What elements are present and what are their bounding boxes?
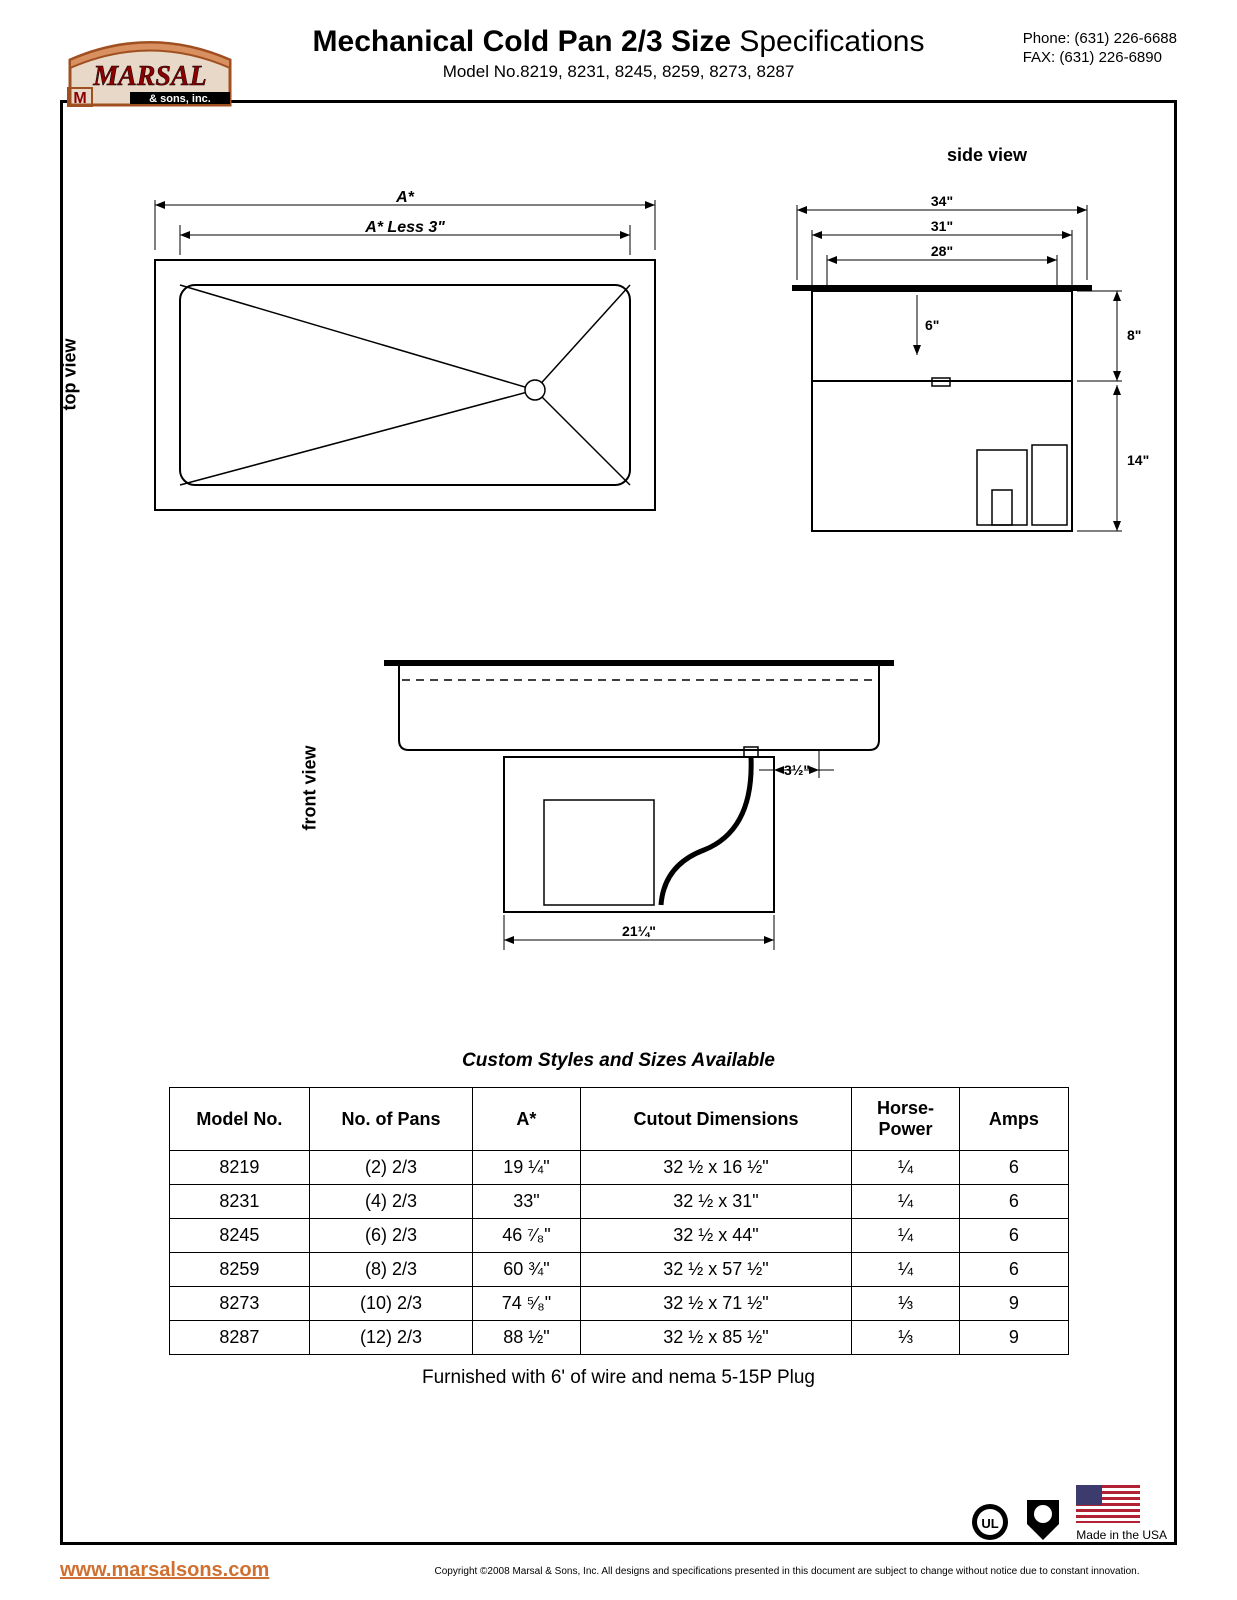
table-cell: 46 ⁷⁄₈" xyxy=(472,1219,580,1253)
made-usa: Made in the USA xyxy=(1076,1485,1167,1542)
dim-8: 8" xyxy=(1127,327,1141,343)
table-cell: 8231 xyxy=(169,1185,310,1219)
table-cell: 9 xyxy=(960,1287,1068,1321)
svg-text:& sons, inc.: & sons, inc. xyxy=(149,93,211,105)
table-row: 8231(4) 2/333"32 ½ x 31"¼6 xyxy=(169,1185,1068,1219)
table-cell: 9 xyxy=(960,1321,1068,1355)
table-cell: 88 ½" xyxy=(472,1321,580,1355)
table-cell: 8259 xyxy=(169,1253,310,1287)
table-cell: ¼ xyxy=(851,1185,959,1219)
table-row: 8273(10) 2/374 ⁵⁄₈"32 ½ x 71 ½"⅓9 xyxy=(169,1287,1068,1321)
dim-14: 14" xyxy=(1127,452,1149,468)
usa-flag-icon xyxy=(1076,1485,1140,1523)
side-view-label: side view xyxy=(947,145,1027,166)
footer: www.marsalsons.com UL Made in the U xyxy=(60,1559,1177,1582)
contact-info: Phone: (631) 226-6688 FAX: (631) 226-689… xyxy=(1023,30,1177,68)
table-note: Furnished with 6' of wire and nema 5-15P… xyxy=(90,1367,1147,1389)
copyright: Copyright ©2008 Marsal & Sons, Inc. All … xyxy=(397,1566,1177,1577)
table-cell: (4) 2/3 xyxy=(310,1185,472,1219)
table-caption: Custom Styles and Sizes Available xyxy=(90,1050,1147,1072)
table-cell: 6 xyxy=(960,1151,1068,1185)
spec-sheet-page: MARSAL & sons, inc. M Mechanical Cold Pa… xyxy=(0,0,1237,1600)
fax: FAX: (631) 226-6890 xyxy=(1023,49,1177,66)
content-area: top view side view A* A* Less 3" xyxy=(60,110,1177,1409)
col-hp: Horse-Power xyxy=(851,1088,959,1151)
table-cell: 32 ½ x 85 ½" xyxy=(581,1321,852,1355)
nsf-badge-icon xyxy=(1025,1498,1061,1542)
table-cell: ¼ xyxy=(851,1151,959,1185)
col-a: A* xyxy=(472,1088,580,1151)
top-view-drawing: A* A* Less 3" xyxy=(135,190,675,540)
dim-31: 31" xyxy=(931,218,953,234)
table-cell: 74 ⁵⁄₈" xyxy=(472,1287,580,1321)
dim-34: 34" xyxy=(931,193,953,209)
side-view-drawing: 34" 31" 28" xyxy=(777,190,1157,580)
dim-2125: 21¼" xyxy=(622,923,656,939)
table-cell: 8219 xyxy=(169,1151,310,1185)
table-cell: 32 ½ x 16 ½" xyxy=(581,1151,852,1185)
table-cell: 33" xyxy=(472,1185,580,1219)
table-header-row: Model No. No. of Pans A* Cutout Dimensio… xyxy=(169,1088,1068,1151)
table-cell: (6) 2/3 xyxy=(310,1219,472,1253)
footer-url[interactable]: www.marsalsons.com xyxy=(60,1559,269,1581)
table-row: 8287(12) 2/388 ½"32 ½ x 85 ½"⅓9 xyxy=(169,1321,1068,1355)
title-light: Specifications xyxy=(731,25,924,58)
top-view-label: top view xyxy=(60,338,81,410)
dim-6: 6" xyxy=(925,317,939,333)
table-cell: (8) 2/3 xyxy=(310,1253,472,1287)
table-cell: ⅓ xyxy=(851,1287,959,1321)
table-cell: 6 xyxy=(960,1253,1068,1287)
dim-a: A* xyxy=(395,190,415,206)
svg-text:MARSAL: MARSAL xyxy=(92,61,207,92)
table-row: 8259(8) 2/360 ¾"32 ½ x 57 ½"¼6 xyxy=(169,1253,1068,1287)
table-cell: 32 ½ x 71 ½" xyxy=(581,1287,852,1321)
ul-badge-icon: UL xyxy=(970,1502,1010,1542)
table-cell: 8287 xyxy=(169,1321,310,1355)
phone: Phone: (631) 226-6688 xyxy=(1023,30,1177,47)
drawings-top-side: top view side view A* A* Less 3" xyxy=(90,150,1147,650)
table-cell: ⅓ xyxy=(851,1321,959,1355)
table-row: 8219(2) 2/319 ¼"32 ½ x 16 ½"¼6 xyxy=(169,1151,1068,1185)
dim-35: 3½" xyxy=(783,762,809,778)
col-amps: Amps xyxy=(960,1088,1068,1151)
table-cell: (10) 2/3 xyxy=(310,1287,472,1321)
title-bold: Mechanical Cold Pan 2/3 Size xyxy=(313,25,731,58)
table-cell: (12) 2/3 xyxy=(310,1321,472,1355)
header: MARSAL & sons, inc. M Mechanical Cold Pa… xyxy=(60,20,1177,110)
col-pans: No. of Pans xyxy=(310,1088,472,1151)
dim-28: 28" xyxy=(931,243,953,259)
table-cell: ¼ xyxy=(851,1253,959,1287)
marsal-logo: MARSAL & sons, inc. M xyxy=(60,20,240,120)
footer-badges: UL Made in the USA xyxy=(970,1485,1167,1542)
spec-table-section: Custom Styles and Sizes Available Model … xyxy=(90,1050,1147,1389)
made-usa-text: Made in the USA xyxy=(1076,1528,1167,1542)
svg-text:UL: UL xyxy=(982,1516,999,1531)
table-cell: 6 xyxy=(960,1219,1068,1253)
table-row: 8245(6) 2/346 ⁷⁄₈"32 ½ x 44"¼6 xyxy=(169,1219,1068,1253)
col-model: Model No. xyxy=(169,1088,310,1151)
table-cell: 19 ¼" xyxy=(472,1151,580,1185)
front-view-section: front view 3½" xyxy=(90,650,1147,1020)
table-cell: 32 ½ x 44" xyxy=(581,1219,852,1253)
table-cell: (2) 2/3 xyxy=(310,1151,472,1185)
spec-table: Model No. No. of Pans A* Cutout Dimensio… xyxy=(169,1087,1069,1355)
front-view-drawing: 3½" 21¼" xyxy=(364,650,924,970)
svg-text:M: M xyxy=(73,90,86,107)
table-cell: 6 xyxy=(960,1185,1068,1219)
table-cell: 60 ¾" xyxy=(472,1253,580,1287)
dim-a-less: A* Less 3" xyxy=(364,219,445,236)
table-cell: 32 ½ x 31" xyxy=(581,1185,852,1219)
table-cell: ¼ xyxy=(851,1219,959,1253)
table-cell: 8273 xyxy=(169,1287,310,1321)
table-cell: 32 ½ x 57 ½" xyxy=(581,1253,852,1287)
col-cutout: Cutout Dimensions xyxy=(581,1088,852,1151)
table-cell: 8245 xyxy=(169,1219,310,1253)
front-view-label: front view xyxy=(300,745,321,830)
